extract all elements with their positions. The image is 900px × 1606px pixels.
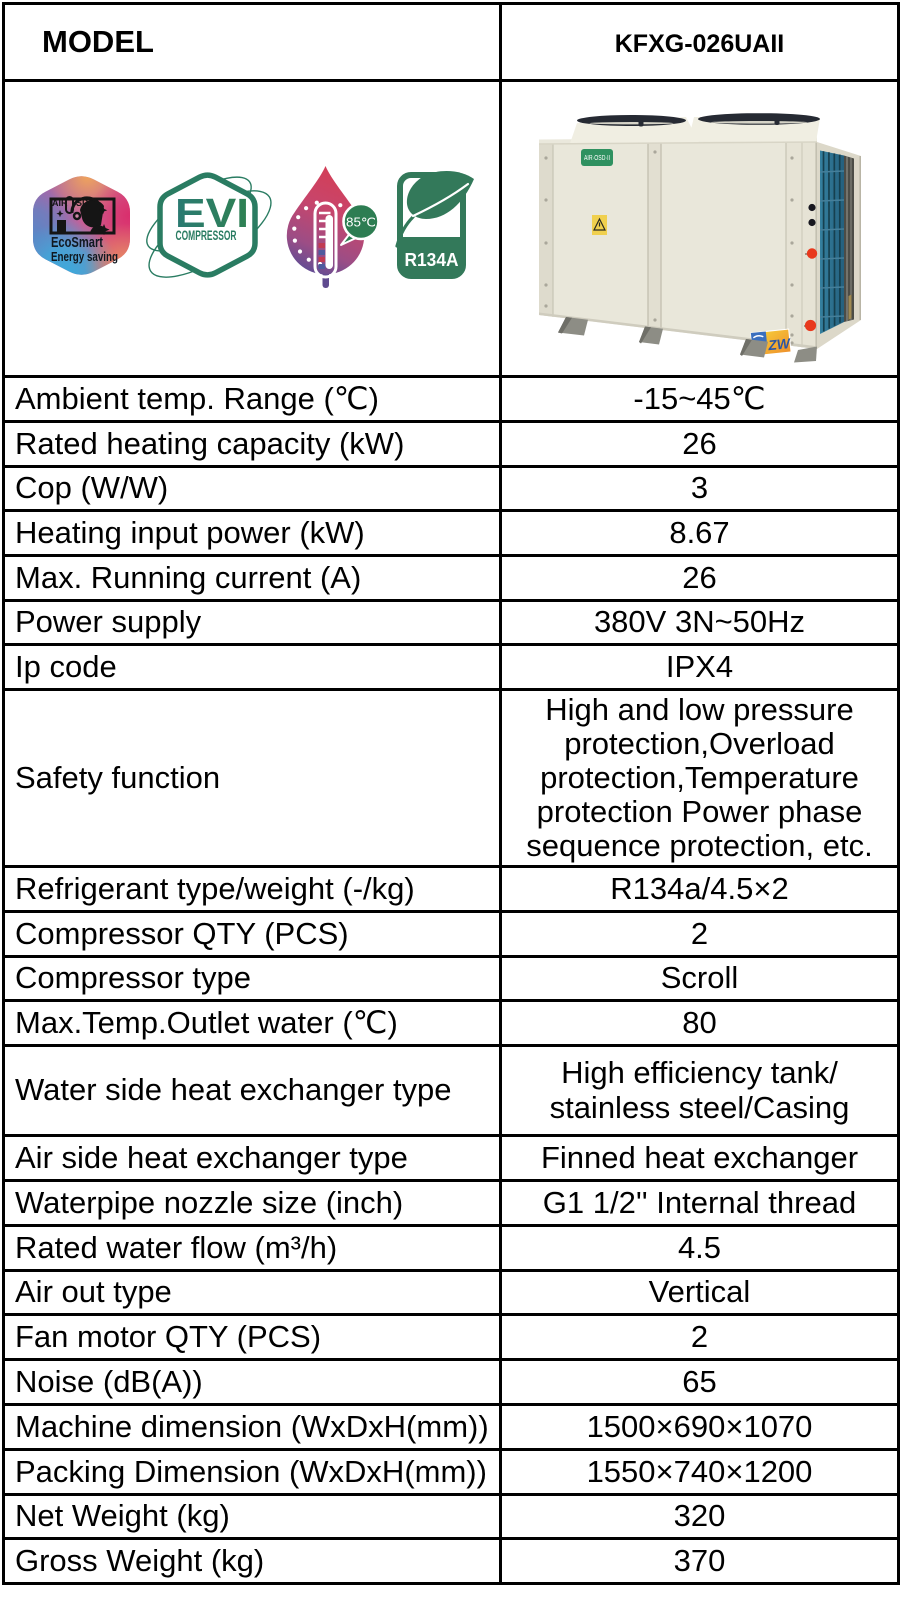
svg-text:EVI: EVI xyxy=(175,190,249,236)
svg-text:SD: SD xyxy=(76,198,89,208)
svg-text:85℃: 85℃ xyxy=(346,216,376,230)
svg-text:COMPRESSOR: COMPRESSOR xyxy=(176,228,237,243)
svg-text:EcoSmart: EcoSmart xyxy=(51,234,103,251)
svg-text:AIR: AIR xyxy=(52,198,68,208)
svg-text:AIR·OSD·II: AIR·OSD·II xyxy=(584,155,610,162)
svg-text:R134A: R134A xyxy=(405,249,459,270)
svg-text:Energy saving: Energy saving xyxy=(51,249,118,264)
svg-text:ZW: ZW xyxy=(766,335,792,353)
